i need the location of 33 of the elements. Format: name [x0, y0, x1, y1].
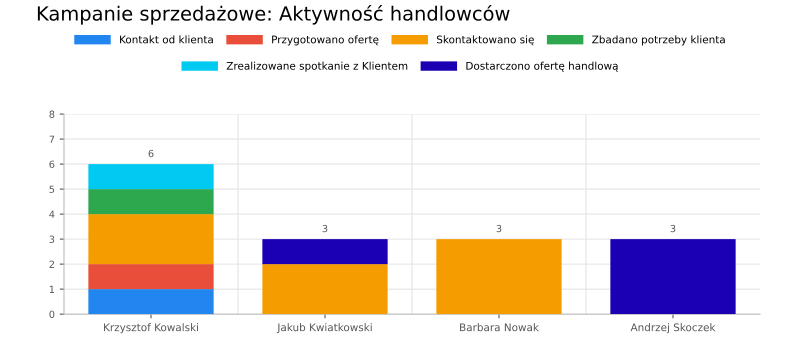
y-tick-label: 0	[49, 310, 54, 318]
legend-label: Skontaktowano się	[436, 35, 534, 46]
legend-label: Zrealizowane spotkanie z Klientem	[226, 62, 408, 72]
y-tick-label: 3	[50, 236, 54, 243]
total-label: 3	[670, 224, 676, 232]
y-tick-label: 7	[50, 136, 54, 143]
bar	[88, 189, 214, 214]
bar	[436, 239, 562, 314]
legend-label: Dostarczono ofertę handlową	[466, 62, 618, 72]
y-tick-label: 5	[50, 186, 54, 193]
bar	[88, 289, 214, 314]
total-label: 3	[496, 224, 502, 232]
legend-label: Zbadano potrzeby klienta	[592, 35, 725, 46]
x-tick-label: Andrzej Skoczek	[630, 323, 716, 334]
y-tick-label: 2	[50, 260, 54, 268]
x-tick-label: Jakub Kwiatkowski	[276, 323, 372, 334]
total-label: 3	[322, 224, 328, 232]
bar	[262, 239, 388, 264]
bar	[610, 239, 736, 314]
bar	[88, 264, 214, 290]
y-tick-label: 1	[50, 286, 54, 293]
chart-title: Kampanie sprzedażowe: Aktywność handlowców	[38, 4, 510, 25]
bar	[88, 214, 214, 264]
y-tick-label: 8	[49, 110, 54, 118]
x-tick-label: Krzysztof Kowalski	[104, 323, 198, 334]
legend-label: Przygotowano ofertę	[272, 35, 378, 46]
bar	[88, 164, 214, 190]
y-tick-label: 6	[49, 160, 54, 168]
total-label: 6	[148, 150, 154, 158]
x-tick-label: Barbara Nowak	[460, 323, 539, 332]
legend-label: Kontakt od klienta	[120, 35, 213, 44]
bar	[262, 264, 388, 314]
y-tick-label: 4	[49, 210, 54, 218]
